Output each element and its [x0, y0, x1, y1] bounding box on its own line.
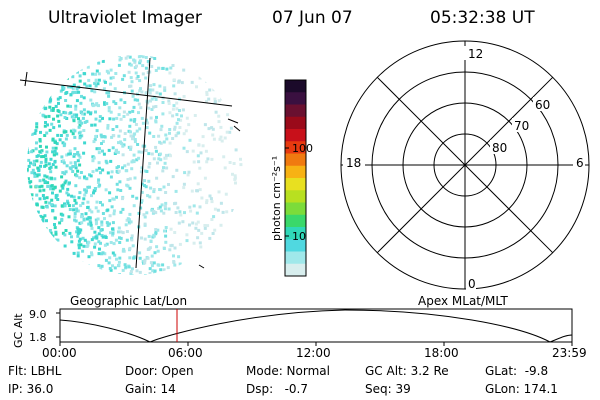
seq-label: Seq: 39 — [365, 382, 411, 396]
glon-label: GLon: 174.1 — [485, 382, 558, 396]
lat-label-70: 70 — [514, 119, 529, 133]
glat-label: GLat: -9.8 — [485, 364, 549, 378]
yaxis-label: GC Alt — [12, 313, 25, 348]
altitude-curve — [59, 309, 573, 343]
mlt-label-18: 18 — [346, 156, 361, 170]
xtick-1200: 12:00 — [296, 346, 331, 360]
mlt-label-12: 12 — [468, 47, 483, 61]
apex-title: Apex MLat/MLT — [418, 294, 508, 308]
altitude-strip-chart: 9.0 1.8 GC Alt 00:00 06:00 12:00 18:00 2… — [12, 308, 587, 360]
auroral-image — [19, 55, 243, 275]
xtick-2359: 23:59 — [552, 346, 587, 360]
date-label: 07 Jun 07 — [272, 8, 353, 28]
door-label: Door: Open — [125, 364, 194, 378]
ytick-9: 9.0 — [29, 308, 47, 321]
lat-label-80: 80 — [492, 141, 507, 155]
gc-alt-label: GC Alt: 3.2 Re — [365, 364, 449, 378]
ip-label: IP: 36.0 — [8, 382, 54, 396]
mlt-label-0: 0 — [468, 277, 476, 291]
colorbar-tick-10: 10 — [292, 230, 306, 243]
lat-label-60: 60 — [535, 98, 550, 112]
time-label: 05:32:38 UT — [430, 8, 535, 28]
instrument-title: Ultraviolet Imager — [48, 8, 202, 28]
xtick-0600: 06:00 — [168, 346, 203, 360]
geographic-title: Geographic Lat/Lon — [70, 294, 188, 308]
mlt-label-6: 6 — [576, 156, 584, 170]
color-scale-bar: 100 10 photon cm⁻²s⁻¹ — [270, 79, 313, 277]
xtick-1800: 18:00 — [424, 346, 459, 360]
ytick-1.8: 1.8 — [29, 331, 47, 344]
xtick-0000: 00:00 — [42, 346, 77, 360]
geo-grid-line — [135, 57, 151, 269]
dsp-label: Dsp: -0.7 — [246, 382, 309, 396]
gain-label: Gain: 14 — [125, 382, 176, 396]
colorbar-tick-100: 100 — [292, 142, 313, 155]
geo-grid-line — [19, 79, 233, 107]
mode-label: Mode: Normal — [246, 364, 330, 378]
colorbar-unit-label: photon cm⁻²s⁻¹ — [270, 156, 283, 241]
polar-grid-plot: 12 18 6 0 60 70 80 — [340, 40, 590, 291]
filter-label: Flt: LBHL — [8, 364, 62, 378]
